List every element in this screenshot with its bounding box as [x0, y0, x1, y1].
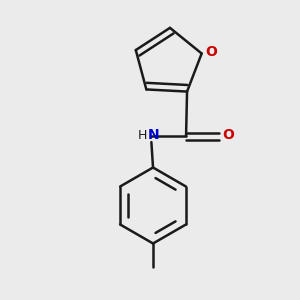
- Text: O: O: [222, 128, 234, 142]
- Text: O: O: [206, 45, 218, 59]
- Text: N: N: [148, 128, 160, 142]
- Text: H: H: [137, 129, 147, 142]
